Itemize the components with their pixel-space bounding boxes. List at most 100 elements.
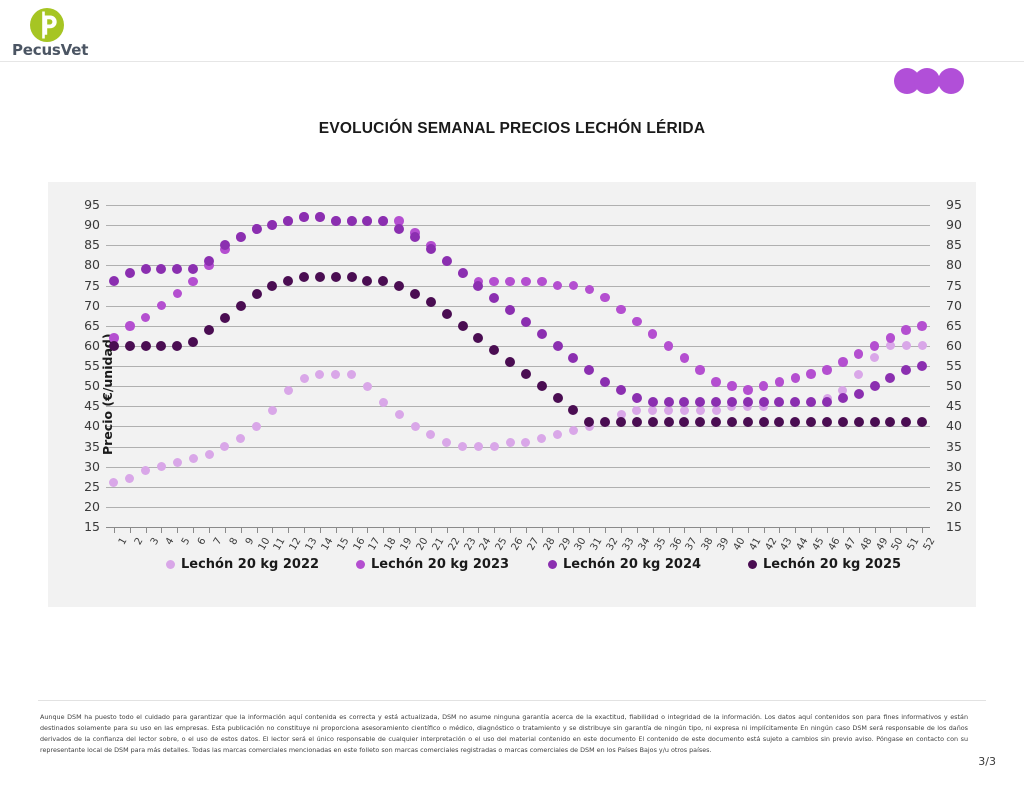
data-point [901,341,911,351]
y-tick-label-left: 50 [84,378,100,394]
x-tick-mark [351,528,353,533]
legend-item[interactable]: Lechón 20 kg 2023 [356,554,509,574]
y-tick-label-left: 15 [84,519,100,534]
gridline [106,426,930,428]
data-point [552,280,563,291]
y-tick-label-right: 25 [946,478,962,494]
data-point [188,336,199,347]
data-point [378,397,388,407]
data-point [758,417,769,428]
legend-item[interactable]: Lechón 20 kg 2024 [548,554,701,574]
data-point [457,268,468,279]
data-point [473,442,483,451]
data-point [362,381,372,391]
gridline [106,466,930,468]
y-tick-label-right: 40 [946,418,962,434]
data-point [869,417,880,428]
data-point [505,276,515,287]
x-tick-mark [922,528,924,533]
y-tick-label-right: 95 [946,197,962,212]
data-point [219,240,230,251]
data-point [631,417,642,428]
legend-swatch-icon [548,559,557,569]
data-point [853,349,864,359]
data-point [457,320,468,331]
x-tick-mark [478,528,480,533]
page-header: PecusVet [0,0,1024,62]
data-point [711,377,721,387]
data-point [552,393,563,404]
data-point [838,357,848,367]
data-point [473,280,484,291]
x-tick-mark [747,528,749,533]
data-point [885,417,896,428]
data-point [584,365,595,376]
data-point [124,268,135,279]
data-point [647,329,658,339]
data-point [774,377,785,387]
gridline [106,205,930,206]
data-point [140,312,151,323]
data-point [235,300,246,311]
y-tick-label-right: 55 [946,358,962,373]
x-tick-mark [684,528,686,533]
y-tick-label-left: 40 [84,418,100,434]
data-point [838,385,848,395]
y-tick-label-left: 45 [84,398,100,414]
data-point [235,232,246,243]
data-point [726,417,737,428]
y-tick-label-left: 85 [84,237,100,253]
x-tick-mark [557,528,559,533]
data-point [346,216,357,227]
data-point [616,385,626,396]
data-point [283,385,293,395]
data-point [204,324,214,335]
x-tick-mark [256,528,258,533]
gridline [106,406,930,408]
data-point [853,389,864,400]
data-point [172,264,183,275]
data-point [204,450,214,460]
data-point [774,397,785,408]
data-point [283,276,294,287]
x-tick-mark [272,528,274,533]
y-tick-label-right: 75 [946,277,962,293]
y-tick-label-right: 20 [946,498,962,514]
gridline [106,325,930,327]
data-point [853,417,864,428]
legend-swatch-icon [166,559,175,569]
data-point [553,429,563,439]
data-point [108,340,119,351]
x-axis-line [106,527,930,528]
y-tick-label-right: 85 [946,237,962,253]
data-point [251,288,262,299]
x-tick-mark [842,528,844,533]
data-point [774,417,785,428]
x-tick-mark [858,528,860,533]
y-tick-label-right: 30 [946,458,962,474]
data-point [885,333,896,343]
x-tick-mark [890,528,892,533]
data-point [141,466,151,476]
data-point [394,216,404,226]
data-point [188,454,198,464]
data-point [806,397,817,408]
data-point [664,405,674,415]
data-point [600,377,611,388]
legend-item[interactable]: Lechón 20 kg 2022 [166,554,319,574]
data-point [584,284,595,295]
data-point [901,325,911,335]
data-point [283,216,294,227]
data-point [347,369,357,379]
data-point [172,340,183,351]
data-point [315,369,325,379]
data-point [679,397,690,408]
gridline [106,386,930,388]
legend-item[interactable]: Lechón 20 kg 2025 [748,554,901,574]
x-tick-mark [177,528,179,533]
data-point [806,417,817,428]
data-point [394,280,405,291]
data-point [663,341,674,351]
brand-dot-3 [938,68,964,94]
chart-panel: Precio (€/unidad) 95 90 85 80 75 70 65 60 55 50 45… [48,182,976,607]
